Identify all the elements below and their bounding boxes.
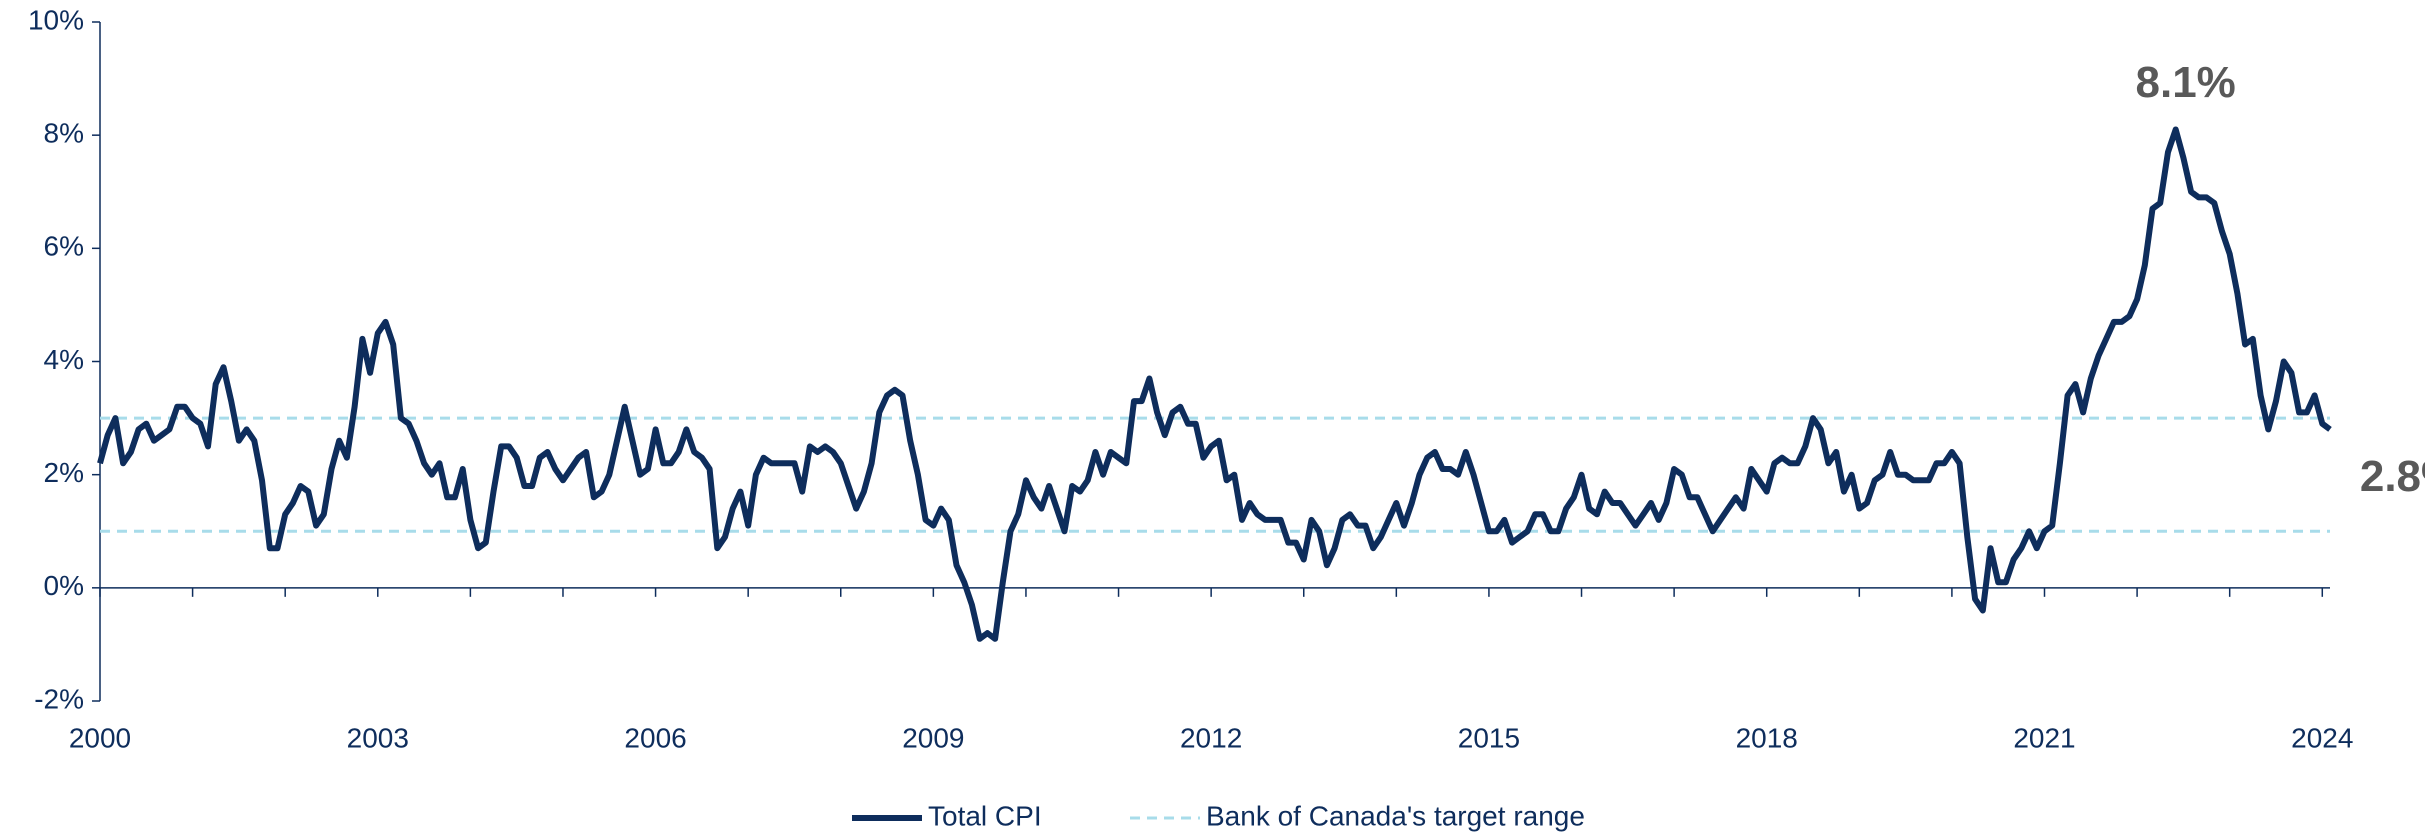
cpi-line <box>97 126 2332 642</box>
legend-label: Bank of Canada's target range <box>1206 800 1585 831</box>
annotation: 8.1% <box>2136 58 2236 107</box>
x-tick-label: 2003 <box>347 722 409 753</box>
x-tick-label: 2015 <box>1458 722 1520 753</box>
y-tick-label: -2% <box>34 683 84 714</box>
legend-label: Total CPI <box>928 800 1042 831</box>
annotation: 2.8% <box>2360 452 2425 501</box>
y-tick-label: 8% <box>44 118 84 149</box>
x-tick-label: 2021 <box>2013 722 2075 753</box>
x-tick-label: 2000 <box>69 722 131 753</box>
y-tick-label: 2% <box>44 457 84 488</box>
y-tick-label: 10% <box>28 4 84 35</box>
x-tick-label: 2006 <box>624 722 686 753</box>
y-tick-label: 4% <box>44 344 84 375</box>
y-tick-label: 6% <box>44 231 84 262</box>
y-tick-label: 0% <box>44 570 84 601</box>
x-tick-label: 2012 <box>1180 722 1242 753</box>
x-tick-label: 2009 <box>902 722 964 753</box>
x-tick-label: 2024 <box>2291 722 2353 753</box>
x-tick-label: 2018 <box>1736 722 1798 753</box>
